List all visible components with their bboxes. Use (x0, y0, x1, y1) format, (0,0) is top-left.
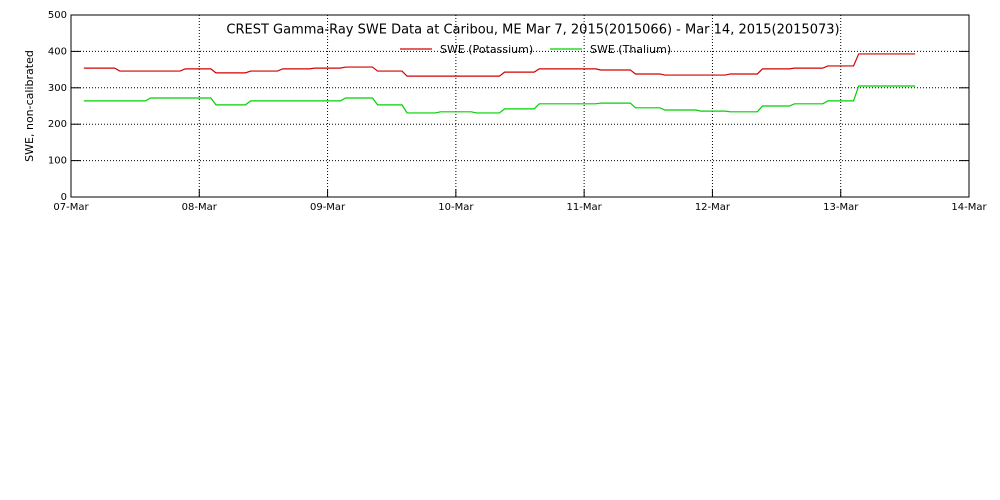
legend-label: SWE (Thalium) (590, 43, 671, 56)
y-tick-label: 100 (48, 156, 67, 167)
x-tick-label: 14-Mar (951, 202, 987, 213)
y-tick-label: 300 (48, 83, 67, 94)
y-tick-label: 0 (61, 192, 67, 203)
x-tick-label: 07-Mar (53, 202, 89, 213)
series-line (83, 85, 916, 114)
chart-title: CREST Gamma-Ray SWE Data at Caribou, ME … (226, 23, 839, 38)
x-tick-label: 08-Mar (182, 202, 218, 213)
y-axis-label: SWE, non-calibrated (23, 50, 36, 162)
x-tick-label: 11-Mar (567, 202, 603, 213)
x-tick-label: 13-Mar (823, 202, 859, 213)
x-tick-label: 09-Mar (310, 202, 346, 213)
y-tick-label: 200 (48, 119, 67, 130)
legend-label: SWE (Potassium) (440, 43, 533, 56)
y-tick-label: 400 (48, 46, 67, 57)
x-tick-label: 10-Mar (438, 202, 474, 213)
y-tick-label: 500 (48, 10, 67, 21)
x-tick-label: 12-Mar (695, 202, 731, 213)
series-line (83, 53, 916, 77)
